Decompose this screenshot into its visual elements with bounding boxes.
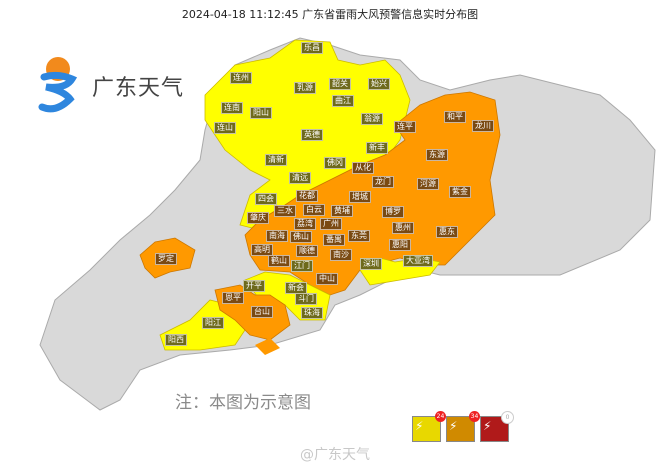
orange-warning-area bbox=[244, 91, 501, 296]
district-label: 顺德 bbox=[296, 245, 318, 257]
district-label: 鹤山 bbox=[268, 255, 290, 267]
district-label: 连山 bbox=[214, 122, 236, 134]
district-label: 东源 bbox=[426, 149, 448, 161]
district-label: 深圳 bbox=[360, 258, 382, 270]
district-label: 广州 bbox=[320, 218, 342, 230]
district-label: 佛冈 bbox=[324, 157, 346, 169]
district-label: 韶关 bbox=[329, 78, 351, 90]
district-label: 开平 bbox=[243, 280, 265, 292]
district-label: 乳源 bbox=[294, 82, 316, 94]
district-label: 和平 bbox=[444, 111, 466, 123]
disclaimer-note: 注：本图为示意图 bbox=[175, 393, 311, 413]
legend-orange-signal-icon: ⚡ 34 bbox=[446, 411, 480, 442]
district-label: 佛山 bbox=[290, 231, 312, 243]
district-label: 中山 bbox=[316, 273, 338, 285]
district-label: 南海 bbox=[266, 230, 288, 242]
district-label: 惠东 bbox=[436, 226, 458, 238]
district-label: 河源 bbox=[417, 178, 439, 190]
district-label: 斗门 bbox=[295, 293, 317, 305]
district-label: 乐昌 bbox=[301, 42, 323, 54]
district-label: 增城 bbox=[349, 191, 371, 203]
legend-red-count: 0 bbox=[501, 411, 514, 424]
district-label: 始兴 bbox=[368, 78, 390, 90]
district-label: 江门 bbox=[291, 260, 313, 272]
district-label: 大亚湾 bbox=[403, 255, 433, 267]
district-label: 龙川 bbox=[472, 120, 494, 132]
district-label: 阳江 bbox=[202, 317, 224, 329]
district-label: 罗定 bbox=[155, 253, 177, 265]
district-label: 肇庆 bbox=[247, 212, 269, 224]
district-label: 阳西 bbox=[165, 334, 187, 346]
weibo-watermark: @广东天气 bbox=[300, 447, 370, 463]
legend-red-signal-icon: ⚡ 0 bbox=[480, 411, 514, 442]
coastal-islands bbox=[255, 338, 280, 355]
district-label: 三水 bbox=[274, 205, 296, 217]
district-label: 恩平 bbox=[222, 292, 244, 304]
district-label: 龙门 bbox=[372, 176, 394, 188]
district-label: 连平 bbox=[394, 121, 416, 133]
district-label: 新丰 bbox=[366, 142, 388, 154]
district-label: 曲江 bbox=[332, 95, 354, 107]
district-label: 南沙 bbox=[330, 249, 352, 261]
district-label: 四会 bbox=[255, 193, 277, 205]
district-label: 珠海 bbox=[301, 307, 323, 319]
district-label: 惠阳 bbox=[389, 239, 411, 251]
district-label: 番禺 bbox=[323, 234, 345, 246]
map-title: 2024-04-18 11:12:45 广东省雷雨大风预警信息实时分布图 bbox=[181, 8, 479, 21]
district-label: 惠州 bbox=[392, 222, 414, 234]
district-label: 清远 bbox=[289, 172, 311, 184]
district-label: 连州 bbox=[230, 72, 252, 84]
district-label: 黄埔 bbox=[331, 205, 353, 217]
district-label: 台山 bbox=[251, 306, 273, 318]
district-label: 英德 bbox=[301, 129, 323, 141]
district-label: 翁源 bbox=[361, 113, 383, 125]
district-label: 花都 bbox=[296, 190, 318, 202]
district-label: 白云 bbox=[303, 204, 325, 216]
district-label: 高明 bbox=[251, 244, 273, 256]
district-label: 东莞 bbox=[348, 230, 370, 242]
district-label: 博罗 bbox=[382, 206, 404, 218]
logo-text: 广东天气 bbox=[92, 76, 185, 101]
district-label: 连南 bbox=[221, 102, 243, 114]
legend-orange-count: 34 bbox=[469, 411, 480, 422]
district-label: 荔湾 bbox=[294, 218, 316, 230]
legend-yellow-signal-icon: ⚡ 24 bbox=[412, 411, 446, 442]
district-label: 阳山 bbox=[250, 107, 272, 119]
guangdong-weather-logo-icon bbox=[38, 57, 78, 113]
district-label: 从化 bbox=[352, 162, 374, 174]
legend-yellow-count: 24 bbox=[435, 411, 446, 422]
district-label: 清新 bbox=[265, 154, 287, 166]
district-label: 紫金 bbox=[449, 186, 471, 198]
